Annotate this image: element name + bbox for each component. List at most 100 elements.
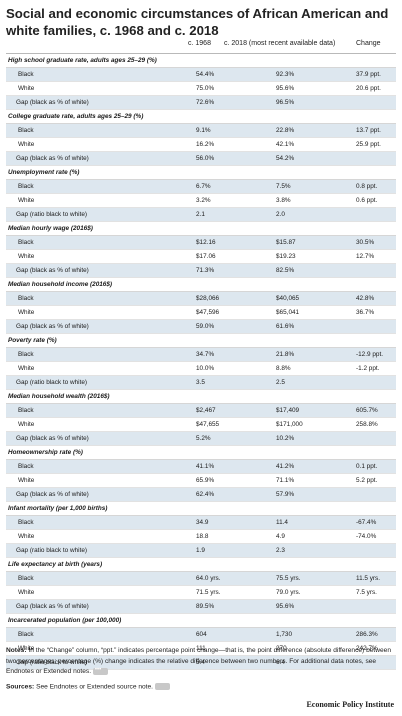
value-2018: $15.87 <box>276 239 296 246</box>
row-label: Gap (black as % of white) <box>16 435 89 442</box>
table-row: White 3.2% 3.8% 0.6 ppt. <box>6 194 396 208</box>
value-1968: 6.7% <box>196 183 211 190</box>
row-label: White <box>18 141 35 148</box>
value-1968: 65.9% <box>196 477 215 484</box>
table-row: Black 54.4% 92.3% 37.9 ppt. <box>6 68 396 82</box>
row-label: White <box>18 589 35 596</box>
value-change: 30.5% <box>356 239 375 246</box>
value-1968: 5.2% <box>196 435 211 442</box>
notes-text: In the “Change” column, “ppt.” indicates… <box>6 647 391 675</box>
value-2018: 61.6% <box>276 323 295 330</box>
section-title: College graduate rate, adults ages 25–29… <box>6 110 396 124</box>
row-label: Black <box>18 575 34 582</box>
value-2018: 22.8% <box>276 127 295 134</box>
value-2018: 71.1% <box>276 477 295 484</box>
value-2018: 10.2% <box>276 435 295 442</box>
value-change: 605.7% <box>356 407 378 414</box>
value-1968: 41.1% <box>196 463 215 470</box>
value-2018: 6.4 <box>276 659 285 666</box>
column-header-1968: c. 1968 <box>188 40 211 47</box>
value-1968: 62.4% <box>196 491 215 498</box>
row-label: Gap (ratio black to white) <box>16 547 88 554</box>
section-title: Incarcerated population (per 100,000) <box>6 614 396 628</box>
section-title: Median household income (2016$) <box>6 278 396 292</box>
row-label: White <box>18 85 35 92</box>
table-row: White 18.8 4.9 -74.0% <box>6 530 396 544</box>
value-1968: 34.9 <box>196 519 209 526</box>
table-row: Black 6.7% 7.5% 0.8 ppt. <box>6 180 396 194</box>
value-2018: 41.2% <box>276 463 295 470</box>
table-row: White $47,655 $171,000 258.8% <box>6 418 396 432</box>
row-label: Black <box>18 295 34 302</box>
table-row: Gap (black as % of white) 59.0% 61.6% <box>6 320 396 334</box>
data-table: High school graduate rate, adults ages 2… <box>6 53 396 670</box>
row-label: Gap (black as % of white) <box>16 323 89 330</box>
publisher-logo: Economic Policy Institute <box>306 700 394 709</box>
value-2018: 42.1% <box>276 141 295 148</box>
value-change: -12.9 ppt. <box>356 351 384 358</box>
column-header-change: Change <box>356 40 381 47</box>
more-dots-icon[interactable] <box>92 665 108 675</box>
value-2018: 57.9% <box>276 491 295 498</box>
value-change: 42.8% <box>356 295 375 302</box>
table-row: White 75.0% 95.6% 20.6 ppt. <box>6 82 396 96</box>
value-change: 286.3% <box>356 631 378 638</box>
value-2018: 1,730 <box>276 631 292 638</box>
table-row: White 65.9% 71.1% 5.2 ppt. <box>6 474 396 488</box>
value-change: 0.8 ppt. <box>356 183 378 190</box>
table-row: Black $12.16 $15.87 30.5% <box>6 236 396 250</box>
more-dots-icon[interactable] <box>154 680 170 690</box>
notes-label: Notes: <box>6 647 27 654</box>
table-row: White $47,596 $65,041 36.7% <box>6 306 396 320</box>
row-label: Gap (ratio black to white) <box>16 379 88 386</box>
table-row: White 10.0% 8.8% -1.2 ppt. <box>6 362 396 376</box>
value-2018: 96.5% <box>276 99 295 106</box>
row-label: Gap (black as % of white) <box>16 155 89 162</box>
table-row: White $17.06 $19.23 12.7% <box>6 250 396 264</box>
row-label: White <box>18 533 35 540</box>
value-change: 258.8% <box>356 421 378 428</box>
section-title: Median hourly wage (2016$) <box>6 222 396 236</box>
notes: Notes: In the “Change” column, “ppt.” in… <box>6 646 396 678</box>
row-label: Black <box>18 71 34 78</box>
section-title: Unemployment rate (%) <box>6 166 396 180</box>
value-1968: 111 <box>196 645 206 652</box>
value-1968: 18.8 <box>196 533 209 540</box>
row-label: White <box>18 421 35 428</box>
column-header-2018: c. 2018 (most recent available data) <box>224 40 336 47</box>
row-label: Gap (black as % of white) <box>16 267 89 274</box>
value-1968: 9.1% <box>196 127 211 134</box>
row-label: Black <box>18 519 34 526</box>
section-title: Poverty rate (%) <box>6 334 396 348</box>
table-row: Black $28,066 $40,065 42.8% <box>6 292 396 306</box>
value-2018: 2.0 <box>276 211 285 218</box>
table-row: Gap (ratio black to white) 5.4 6.4 <box>6 656 396 670</box>
table-row: Gap (black as % of white) 62.4% 57.9% <box>6 488 396 502</box>
table-row: Black 41.1% 41.2% 0.1 ppt. <box>6 460 396 474</box>
value-2018: $40,065 <box>276 295 300 302</box>
value-change: -1.2 ppt. <box>356 365 380 372</box>
value-2018: $17,409 <box>276 407 300 414</box>
value-2018: 95.6% <box>276 603 295 610</box>
value-change: 5.2 ppt. <box>356 477 378 484</box>
value-1968: $2,467 <box>196 407 216 414</box>
value-change: -74.0% <box>356 533 377 540</box>
table-row: Gap (black as % of white) 72.6% 96.5% <box>6 96 396 110</box>
section-title: Infant mortality (per 1,000 births) <box>6 502 396 516</box>
section-title: Life expectancy at birth (years) <box>6 558 396 572</box>
value-1968: 75.0% <box>196 85 215 92</box>
row-label: White <box>18 309 35 316</box>
value-1968: $12.16 <box>196 239 216 246</box>
value-2018: 92.3% <box>276 71 295 78</box>
value-2018: 11.4 <box>276 519 288 526</box>
row-label: Black <box>18 407 34 414</box>
value-2018: $171,000 <box>276 421 303 428</box>
value-1968: $47,596 <box>196 309 220 316</box>
value-1968: $28,066 <box>196 295 220 302</box>
value-1968: 5.4 <box>196 659 205 666</box>
value-2018: 8.8% <box>276 365 291 372</box>
value-change: -67.4% <box>356 519 377 526</box>
value-1968: 64.0 yrs. <box>196 575 221 582</box>
row-label: Black <box>18 351 34 358</box>
value-1968: 71.5 yrs. <box>196 589 221 596</box>
